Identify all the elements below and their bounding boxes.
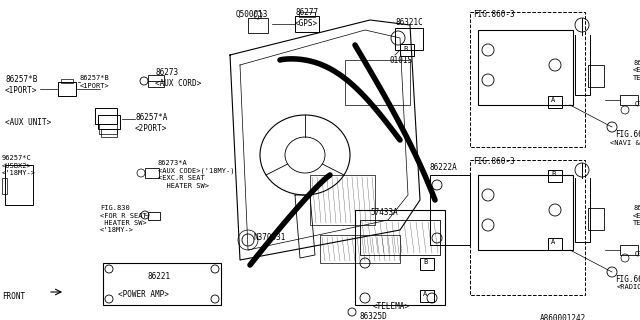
Text: 86321C: 86321C — [395, 18, 423, 27]
Text: <AUX UNIT>: <AUX UNIT> — [5, 118, 51, 127]
Text: Q320022: Q320022 — [635, 100, 640, 106]
Text: A: A — [551, 239, 556, 245]
Text: A860001242: A860001242 — [540, 314, 586, 320]
Text: 86257*B
<1PORT>: 86257*B <1PORT> — [5, 75, 37, 95]
Bar — [148, 75, 164, 87]
Bar — [295, 16, 319, 32]
Text: B: B — [403, 46, 407, 52]
Bar — [620, 95, 638, 105]
Bar — [310, 175, 375, 225]
Text: A: A — [551, 97, 556, 103]
Text: 86325A
<EXC.
TELEMA>: 86325A <EXC. TELEMA> — [633, 60, 640, 81]
Text: <RADIO>: <RADIO> — [617, 284, 640, 290]
Text: Q500013: Q500013 — [236, 10, 268, 19]
Bar — [345, 60, 410, 105]
Bar — [588, 65, 604, 87]
Bar — [2, 178, 7, 194]
Bar — [299, 12, 315, 17]
Bar — [355, 210, 445, 305]
Text: FRONT: FRONT — [2, 292, 25, 301]
Text: 86277
<GPS>: 86277 <GPS> — [295, 8, 318, 28]
Text: FIG.860-3: FIG.860-3 — [473, 157, 515, 166]
Text: FIG.660: FIG.660 — [615, 130, 640, 139]
Text: 86325A
<EXC.
TELEMA>: 86325A <EXC. TELEMA> — [633, 205, 640, 226]
Bar — [548, 238, 562, 250]
Bar — [360, 220, 440, 255]
Bar — [420, 258, 434, 270]
Text: 86221: 86221 — [148, 272, 171, 281]
Bar — [620, 245, 638, 255]
Text: 96257*C
<USBX2>
<'18MY->: 96257*C <USBX2> <'18MY-> — [2, 155, 36, 176]
Text: 86273*A
<AUX CODE>('18MY-)
<EXC.R SEAT
  HEATER SW>: 86273*A <AUX CODE>('18MY-) <EXC.R SEAT H… — [158, 160, 234, 189]
Bar — [478, 175, 573, 250]
Bar — [61, 79, 73, 83]
Bar — [470, 160, 585, 295]
Text: 0101S: 0101S — [390, 56, 413, 65]
Bar — [548, 170, 562, 182]
Bar — [99, 124, 117, 134]
Bar — [548, 96, 562, 108]
Text: FIG.830
<FOR R SEAT
 HEATER SW>
<'18MY->: FIG.830 <FOR R SEAT HEATER SW> <'18MY-> — [100, 205, 147, 234]
Text: <NAVI & RADIO>: <NAVI & RADIO> — [610, 140, 640, 146]
Text: <TELEMA>: <TELEMA> — [373, 302, 410, 311]
Text: FIG.860-3: FIG.860-3 — [473, 10, 515, 19]
Bar — [478, 30, 573, 105]
Text: FIG.660: FIG.660 — [615, 275, 640, 284]
Bar — [95, 108, 117, 124]
Bar — [470, 12, 585, 147]
Bar — [101, 129, 117, 137]
Text: Q320022: Q320022 — [635, 250, 640, 256]
Bar — [5, 165, 33, 205]
Bar — [148, 212, 160, 220]
Text: 86325D: 86325D — [360, 312, 388, 320]
Bar — [248, 18, 268, 33]
Text: <POWER AMP>: <POWER AMP> — [118, 290, 169, 299]
Bar — [320, 235, 400, 263]
Bar — [420, 290, 434, 302]
Text: 86257*A
<2PORT>: 86257*A <2PORT> — [135, 113, 168, 133]
Bar — [58, 82, 76, 96]
Text: 86273
<AUX CORD>: 86273 <AUX CORD> — [155, 68, 201, 88]
Bar — [588, 208, 604, 230]
Bar — [145, 168, 159, 178]
Text: 57433A: 57433A — [370, 208, 397, 217]
Text: 86257*B
<1PORT>: 86257*B <1PORT> — [80, 75, 109, 89]
Bar — [98, 115, 120, 129]
Bar — [430, 175, 470, 245]
Text: 86222A: 86222A — [430, 163, 458, 172]
Text: N370031: N370031 — [253, 233, 285, 242]
Text: A: A — [423, 291, 428, 297]
Text: B: B — [551, 171, 556, 177]
Bar — [103, 263, 221, 305]
Text: B: B — [423, 259, 428, 265]
Bar — [395, 28, 423, 50]
Bar — [400, 44, 414, 56]
